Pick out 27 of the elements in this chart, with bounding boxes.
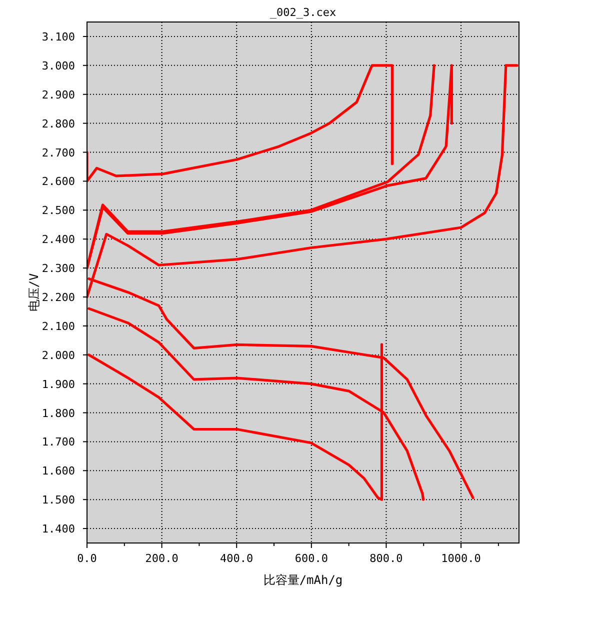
y-tick-label: 2.500 [42, 204, 75, 218]
chart-title: _002_3.cex [270, 6, 336, 19]
y-tick-label: 3.000 [42, 59, 75, 72]
y-tick-label: 1.400 [42, 522, 75, 536]
y-tick-label: 1.900 [42, 378, 75, 391]
y-tick-label: 1.700 [42, 436, 75, 449]
y-tick-label: 2.300 [42, 262, 75, 276]
x-axis-title: 比容量/mAh/g [263, 573, 343, 587]
y-tick-label: 2.400 [42, 233, 75, 246]
y-tick-label: 1.600 [42, 464, 75, 478]
x-tick-label: 800.0 [370, 552, 403, 565]
y-tick-label: 3.100 [42, 30, 75, 44]
y-tick-label: 2.000 [42, 348, 75, 362]
y-axis-title: 电压/V [27, 273, 41, 312]
y-tick-label: 2.700 [42, 146, 75, 160]
x-tick-label: 200.0 [145, 552, 178, 565]
y-tick-label: 2.800 [42, 117, 75, 130]
y-tick-label: 1.500 [42, 494, 75, 507]
y-tick-label: 2.600 [42, 175, 75, 188]
x-tick-label: 1000.0 [441, 552, 481, 565]
y-tick-label: 1.800 [42, 406, 75, 420]
x-tick-label: 0.0 [77, 552, 97, 565]
y-tick-label: 2.900 [42, 88, 75, 102]
y-tick-label: 2.200 [42, 290, 75, 304]
x-tick-label: 600.0 [294, 552, 328, 565]
y-tick-label: 2.100 [42, 320, 75, 333]
x-tick-label: 400.0 [220, 552, 254, 565]
